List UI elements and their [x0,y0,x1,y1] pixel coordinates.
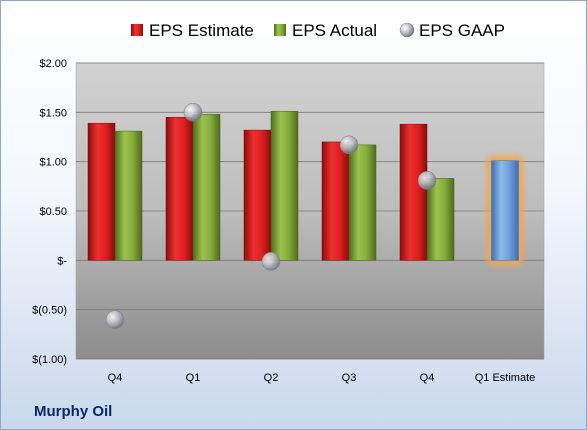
gaap-point [417,171,437,190]
estimate-bar [399,123,428,261]
x-tick-label: Q4 [108,372,123,384]
legend-swatch-gaap [399,22,415,38]
y-tick-label: $- [57,255,67,267]
estimate-bar [243,129,272,261]
legend-swatch-actual [274,24,286,36]
y-tick-label: $2.00 [39,58,67,70]
x-tick-label: Q3 [342,372,357,384]
legend-swatch-estimate [131,24,143,36]
x-tick-label: Q1 [186,372,201,384]
legend-label: EPS Estimate [149,21,254,40]
actual-bar [348,144,377,261]
chart-legend: EPS Estimate EPS Actual EPS GAAP [131,21,505,40]
x-tick-label: Q2 [264,372,279,384]
y-tick-label: $1.00 [39,157,67,169]
estimate-bar [165,117,194,261]
x-tick-label: Q1 Estimate [475,372,536,384]
actual-bar [114,130,143,261]
bar-series [87,111,524,266]
actual-bar [192,114,221,261]
y-axis: $2.00 $1.50 $1.00 $0.50 $- $(0.50) $(1.00) [32,58,67,366]
x-tick-label: Q4 [420,372,435,384]
actual-bar [426,178,455,261]
y-tick-label: $0.50 [39,206,67,218]
future-estimate-bar [491,160,519,261]
legend-label: EPS GAAP [419,21,505,40]
legend-label: EPS Actual [292,21,377,40]
gaap-point [339,135,359,155]
estimate-bar [87,122,116,261]
gaap-point [261,252,281,271]
x-axis: Q4 Q1 Q2 Q3 Q4 Q1 Estimate [108,372,536,384]
y-tick-label: $(0.50) [32,305,67,317]
y-tick-label: $1.50 [39,107,67,119]
gaap-points [105,103,437,329]
gridlines [76,62,544,360]
estimate-bar [321,141,350,261]
gaap-point [183,103,203,122]
gaap-point [105,310,125,329]
y-tick-label: $(1.00) [32,354,67,366]
actual-bar [270,111,299,261]
company-name: Murphy Oil [34,403,113,420]
